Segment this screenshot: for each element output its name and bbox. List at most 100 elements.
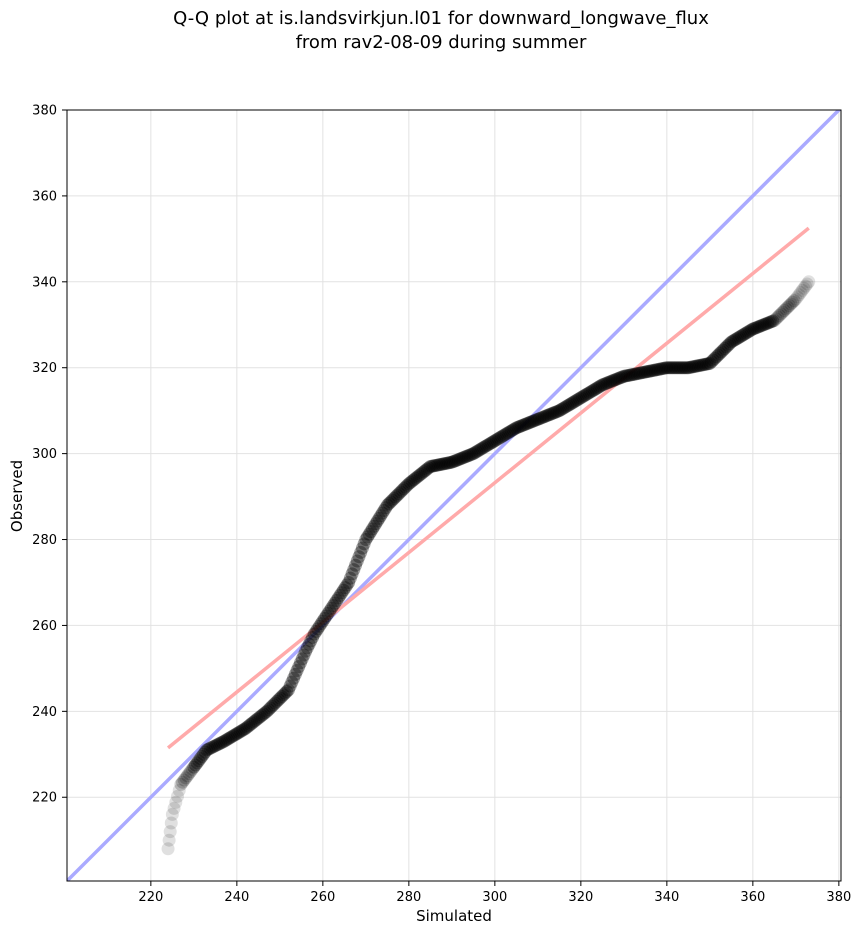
qq-point bbox=[751, 320, 765, 334]
qq-point bbox=[188, 758, 202, 772]
qq-point bbox=[174, 777, 188, 791]
qq-point bbox=[377, 503, 391, 517]
qq-point bbox=[470, 445, 484, 459]
qq-point bbox=[640, 365, 654, 379]
qq-point bbox=[607, 373, 621, 387]
qq-point bbox=[352, 550, 366, 564]
qq-point bbox=[400, 478, 414, 492]
qq-point bbox=[456, 451, 470, 465]
qq-point bbox=[478, 440, 492, 454]
qq-point bbox=[685, 360, 699, 374]
qq-point bbox=[746, 322, 760, 336]
qq-point bbox=[220, 732, 234, 746]
qq-point bbox=[427, 459, 441, 473]
qq-point bbox=[536, 410, 550, 424]
qq-point bbox=[521, 416, 535, 430]
qq-point bbox=[529, 413, 543, 427]
qq-point bbox=[668, 361, 682, 375]
qq-point bbox=[566, 396, 580, 410]
qq-point bbox=[285, 675, 299, 689]
qq-point bbox=[292, 660, 306, 674]
qq-point bbox=[331, 591, 345, 605]
qq-point bbox=[233, 724, 247, 738]
qq-point bbox=[361, 530, 374, 544]
qq-point bbox=[451, 453, 465, 467]
qq-point bbox=[432, 458, 446, 472]
qq-point bbox=[752, 319, 766, 333]
qq-point bbox=[490, 433, 503, 447]
qq-point bbox=[372, 511, 386, 525]
qq-point bbox=[338, 581, 352, 595]
fit-line bbox=[166, 226, 810, 750]
qq-point bbox=[637, 365, 651, 379]
qq-point bbox=[678, 361, 692, 375]
qq-point bbox=[693, 358, 707, 372]
qq-point bbox=[676, 361, 690, 375]
qq-point bbox=[428, 459, 442, 473]
qq-point bbox=[592, 380, 606, 394]
qq-point bbox=[696, 358, 710, 372]
qq-point bbox=[270, 694, 284, 708]
qq-point bbox=[357, 537, 371, 551]
qq-point bbox=[595, 378, 609, 392]
qq-point bbox=[719, 340, 733, 354]
qq-point bbox=[494, 430, 508, 444]
qq-point bbox=[229, 727, 243, 741]
qq-point bbox=[663, 361, 677, 375]
qq-point bbox=[198, 745, 212, 759]
qq-point bbox=[413, 467, 427, 481]
qq-point bbox=[265, 699, 279, 713]
qq-point bbox=[309, 624, 323, 638]
qq-point bbox=[450, 453, 464, 467]
qq-point bbox=[163, 825, 177, 839]
qq-point bbox=[537, 410, 551, 424]
qq-point bbox=[619, 369, 632, 383]
qq-point bbox=[784, 297, 798, 311]
qq-point bbox=[345, 567, 359, 581]
qq-point bbox=[433, 458, 447, 472]
qq-point bbox=[721, 338, 735, 352]
qq-point bbox=[369, 517, 383, 531]
qq-point bbox=[185, 762, 199, 776]
qq-point bbox=[275, 689, 289, 703]
qq-point bbox=[787, 294, 801, 308]
qq-point bbox=[612, 371, 626, 385]
chart-title-line-2: from rav2-08-09 during summer bbox=[296, 32, 587, 53]
qq-point bbox=[362, 527, 376, 541]
qq-point bbox=[219, 733, 233, 747]
qq-point bbox=[389, 490, 403, 504]
qq-point bbox=[407, 473, 421, 487]
qq-point bbox=[748, 321, 761, 335]
qq-point bbox=[513, 420, 527, 434]
qq-point bbox=[354, 545, 368, 559]
qq-point bbox=[554, 403, 568, 417]
qq-point bbox=[385, 493, 399, 507]
qq-point bbox=[794, 286, 808, 300]
y-tick-label: 380 bbox=[32, 104, 57, 119]
qq-point bbox=[501, 426, 515, 440]
qq-point bbox=[688, 359, 702, 373]
qq-point bbox=[445, 455, 459, 469]
qq-point bbox=[675, 361, 689, 375]
qq-point bbox=[171, 789, 185, 803]
qq-point bbox=[686, 360, 700, 374]
qq-point bbox=[711, 348, 725, 362]
qq-point bbox=[698, 357, 712, 371]
qq-point bbox=[754, 319, 768, 333]
qq-point bbox=[695, 358, 709, 372]
qq-point bbox=[245, 716, 259, 730]
qq-point bbox=[367, 519, 381, 533]
qq-point bbox=[799, 279, 813, 293]
qq-point bbox=[582, 386, 596, 400]
qq-point bbox=[743, 324, 757, 338]
qq-point bbox=[415, 466, 429, 480]
qq-point bbox=[741, 325, 755, 339]
qq-point bbox=[604, 375, 618, 389]
qq-point bbox=[580, 387, 594, 401]
qq-point bbox=[660, 361, 674, 375]
qq-point bbox=[443, 456, 457, 470]
qq-point bbox=[567, 395, 581, 409]
qq-point bbox=[777, 304, 791, 318]
qq-point bbox=[766, 314, 780, 328]
